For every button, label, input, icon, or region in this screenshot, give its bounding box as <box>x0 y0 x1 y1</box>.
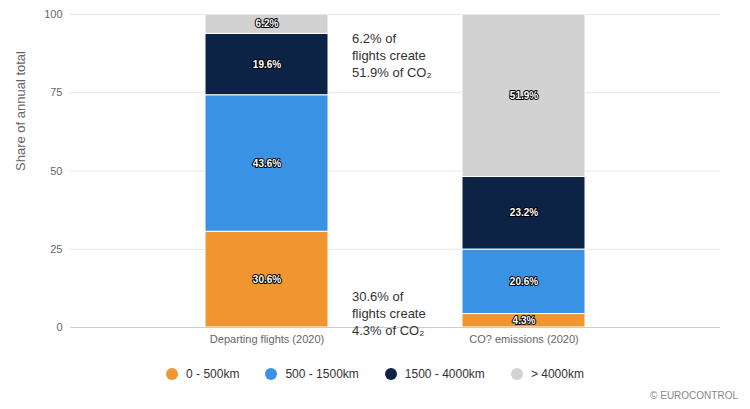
svg-text:50: 50 <box>50 165 62 177</box>
html-text:0 - 500km: 0 - 500km <box>186 367 240 381</box>
svg-text:43.6%: 43.6% <box>253 158 281 169</box>
svg-text:Share of annual total: Share of annual total <box>13 51 28 171</box>
svg-text:23.2%: 23.2% <box>510 207 538 218</box>
svg-text:30.6%: 30.6% <box>253 274 281 285</box>
html-text:1500 - 4000km: 1500 - 4000km <box>404 367 485 381</box>
svg-text:Departing flights (2020): Departing flights (2020) <box>210 333 324 345</box>
svg-text:0: 0 <box>56 321 62 333</box>
html-text:> 4000km: > 4000km <box>530 367 584 381</box>
svg-text:51.9%: 51.9% <box>510 90 538 101</box>
html-text:© EUROCONTROL: © EUROCONTROL <box>650 390 738 401</box>
svg-text:4.3%: 4.3% <box>513 315 536 326</box>
html-text:6.2% of flights create 51.9% o: 6.2% of flights create 51.9% of CO₂ <box>352 31 432 80</box>
svg-text:6.2%: 6.2% <box>256 18 279 29</box>
svg-text:100: 100 <box>44 8 62 20</box>
svg-text:CO? emissions (2020): CO? emissions (2020) <box>469 333 578 345</box>
svg-text:19.6%: 19.6% <box>253 59 281 70</box>
svg-text:75: 75 <box>50 86 62 98</box>
svg-text:25: 25 <box>50 243 62 255</box>
html-text:500 - 1500km: 500 - 1500km <box>285 367 359 381</box>
svg-text:20.6%: 20.6% <box>510 276 538 287</box>
html-text:30.6% of flights create 4.3% o: 30.6% of flights create 4.3% of CO₂ <box>352 289 426 338</box>
